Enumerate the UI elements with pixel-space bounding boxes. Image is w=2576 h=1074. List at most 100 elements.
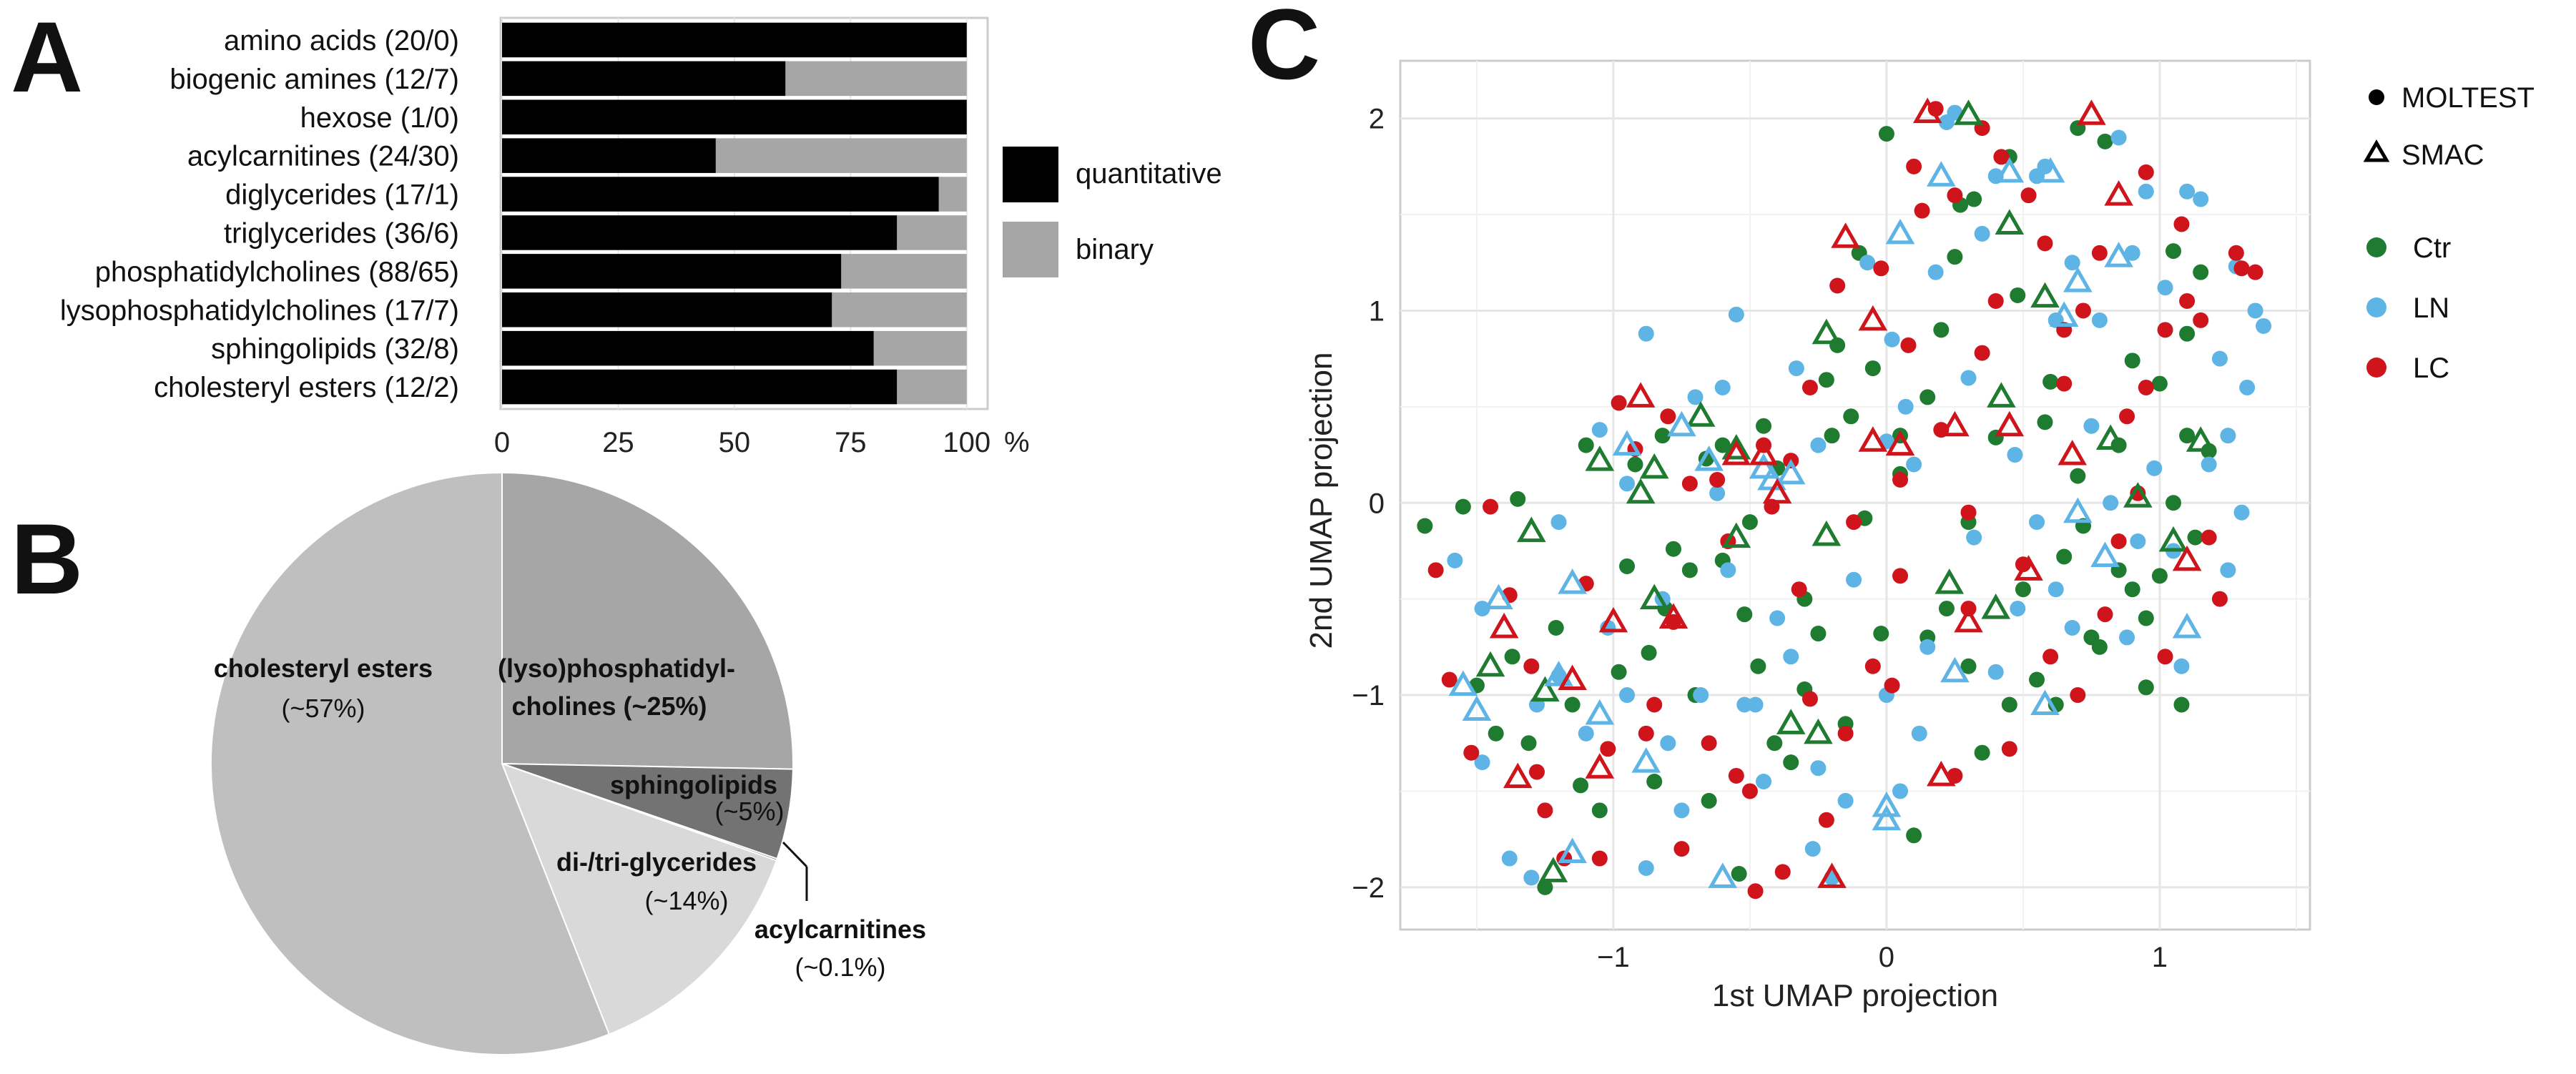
bar-binary [785, 61, 967, 97]
scatter-point-lc-moltest [2097, 606, 2113, 623]
scatter-point-ln-moltest [1769, 610, 1786, 626]
scatter-point-ctr-smac [1804, 718, 1833, 744]
scatter-point-lc-smac [1858, 426, 1888, 452]
scatter-point-ctr-moltest [1810, 626, 1827, 642]
scatter-point-ln-smac [1558, 568, 1587, 594]
bar-x-tick-label: 25 [602, 427, 634, 458]
scatter-point-lc-moltest [1884, 677, 1900, 694]
scatter-point-ctr-smac [1776, 709, 1806, 734]
scatter-point-ln-smac [1462, 695, 1492, 721]
scatter-point-ln-moltest [2047, 581, 2064, 598]
scatter-point-ln-moltest [1736, 696, 1753, 713]
scatter-point-ln-moltest [1638, 325, 1654, 342]
legend-lc-marker [2366, 358, 2386, 378]
scatter-point-lc-moltest [1427, 562, 1444, 578]
scatter-point-ln-moltest [2064, 619, 2080, 636]
scatter-point-ln-moltest [1578, 725, 1594, 742]
scatter-point-lc-smac [2014, 555, 2043, 581]
scatter-point-lc-moltest [1463, 744, 1480, 761]
scatter-point-ln-moltest [2007, 447, 2023, 463]
scatter-point-lc-smac [1626, 382, 1656, 408]
scatter-point-ctr-moltest [1873, 626, 1889, 642]
scatter-point-ln-smac [1544, 661, 1573, 686]
scatter-point-ctr-smac [1639, 453, 1669, 479]
scatter-point-ctr-moltest [1619, 558, 1636, 574]
bar-category-label: sphingolipids (32/8) [211, 333, 459, 365]
scatter-point-ctr-moltest [1714, 437, 1731, 453]
scatter-point-ctr-moltest [1919, 389, 1936, 405]
scatter-point-ln-moltest [2146, 460, 2163, 476]
scatter-chart: −1 0 1 −2 −1 0 1 2 1st UMAP projection 2nd UMAP… [1304, 59, 2535, 1013]
bar-category-label: cholesteryl esters (12/2) [154, 372, 459, 403]
scatter-point-ln-moltest [1638, 859, 1654, 876]
scatter-point-lc-moltest [2070, 687, 2086, 704]
scatter-point-lc-moltest [2157, 322, 2173, 338]
scatter-point-ctr-smac [1987, 382, 2016, 408]
pie-pct-sphingolipids: (~5%) [714, 797, 784, 826]
scatter-point-ctr-smac [1954, 99, 1983, 125]
scatter-point-ctr-moltest [1736, 606, 1753, 623]
legend-ln-label: LN [2413, 292, 2449, 324]
scatter-point-ln-moltest [1906, 456, 1922, 473]
scatter-point-ctr-smac [1721, 433, 1751, 460]
scatter-point-ln-moltest [2091, 312, 2108, 328]
scatter-point-lc-smac [1658, 603, 1688, 629]
scatter-point-ln-moltest [2130, 533, 2146, 550]
scatter-point-lc-smac [1817, 862, 1847, 888]
scatter-point-ctr-moltest [1537, 879, 1553, 895]
scatter-point-lc-moltest [1537, 802, 1553, 819]
scatter-point-lc-moltest [1709, 471, 1726, 488]
scatter-point-lc-smac [1598, 606, 1628, 633]
bar-quantitative [502, 292, 832, 327]
bar-marks [502, 22, 967, 405]
scatter-point-ctr-moltest [2124, 353, 2140, 369]
scatter-point-ctr-moltest [2091, 639, 2108, 655]
legend-smac-label: SMAC [2402, 139, 2484, 171]
scatter-point-ln-moltest [1974, 225, 1990, 242]
scatter-point-ln-smac [1558, 837, 1587, 863]
scatter-point-lc-moltest [1987, 293, 2004, 310]
bar-quantitative [502, 61, 786, 97]
scatter-point-lc-moltest [1638, 725, 1654, 742]
scatter-point-ctr-moltest [1864, 360, 1881, 377]
bar-quantitative [502, 215, 898, 250]
scatter-point-lc-smac [1858, 305, 1888, 331]
scatter-point-ctr-moltest [1750, 658, 1766, 674]
scatter-point-lc-smac [1749, 440, 1779, 465]
scatter-point-ctr-moltest [2010, 287, 2026, 303]
scatter-point-ctr-moltest [1520, 735, 1537, 752]
scatter-point-ln-moltest [2220, 562, 2236, 578]
bar-category-label: triglycerides (36/6) [224, 217, 459, 249]
scatter-point-lc-smac [2077, 99, 2106, 125]
scatter-point-ctr-moltest [2187, 529, 2203, 546]
scatter-point-lc-moltest [1774, 864, 1791, 880]
scatter-point-ln-smac [1667, 410, 1696, 437]
scatter-point-lc-smac [1585, 753, 1615, 779]
scatter-point-ctr-moltest [1611, 664, 1627, 680]
scatter-point-lc-moltest [1801, 379, 1818, 395]
scatter-point-ln-moltest [1591, 422, 1608, 438]
bar-x-tick-label: 50 [719, 427, 751, 458]
bar-binary [897, 369, 967, 405]
bar-x-tick-label: 75 [835, 427, 867, 458]
legend-quantitative-label: quantitative [1076, 158, 1222, 189]
scatter-point-ln-moltest [2247, 302, 2263, 319]
scatter-point-ln-moltest [2173, 658, 2190, 674]
legend-ctr-marker [2366, 237, 2386, 257]
scatter-point-lc-moltest [1747, 883, 1764, 900]
scatter-point-ln-moltest [1810, 437, 1827, 453]
scatter-point-lc-moltest [2037, 235, 2053, 252]
bar-binary [715, 138, 967, 173]
pie-label-sphingolipids: sphingolipids [610, 770, 777, 799]
scatter-point-ln-moltest [1709, 485, 1726, 501]
scatter-point-ctr-smac [1639, 583, 1669, 610]
scatter-point-ctr-smac [1935, 568, 1965, 594]
scatter-point-ctr-smac [1585, 445, 1615, 471]
scatter-point-ctr-smac [1811, 520, 1842, 546]
scatter-point-lc-smac [1995, 410, 2025, 437]
scatter-point-ctr-moltest [1548, 619, 1564, 636]
scatter-point-ln-smac [2030, 689, 2060, 715]
scatter-point-ln-moltest [2201, 456, 2217, 473]
bar-quantitative [502, 254, 842, 289]
scatter-point-ctr-moltest [2042, 373, 2059, 390]
